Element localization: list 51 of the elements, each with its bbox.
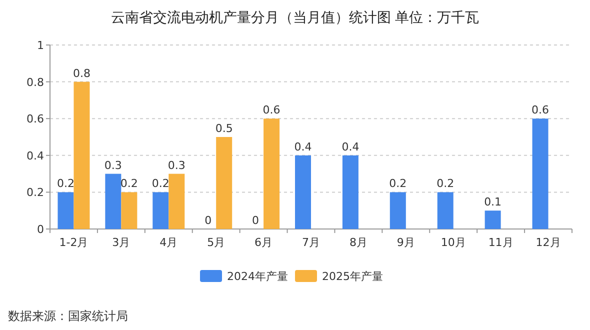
data-label: 0.4 <box>342 140 360 154</box>
chart-title: 云南省交流电动机产量分月（当月值）统计图 单位：万千瓦 <box>110 10 480 26</box>
x-tick-label: 3月 <box>112 236 130 249</box>
bar <box>121 192 138 229</box>
bar <box>168 174 185 229</box>
data-label: 0.2 <box>56 177 74 190</box>
y-tick-label: 0 <box>37 223 44 236</box>
data-label: 0.5 <box>215 122 233 135</box>
y-tick-label: 0.6 <box>26 112 44 126</box>
y-tick-label: 0.2 <box>26 186 44 200</box>
bar <box>105 174 122 229</box>
legend-label: 2025年产量 <box>322 270 383 283</box>
y-tick-label: 1 <box>37 39 44 52</box>
bar <box>532 118 548 229</box>
bar <box>484 210 501 229</box>
data-label: 0.3 <box>168 158 186 172</box>
x-tick-label: 7月 <box>302 236 320 249</box>
x-tick-label: 9月 <box>396 236 415 249</box>
data-label: 0.6 <box>262 104 280 117</box>
data-label: 0.2 <box>152 177 170 190</box>
data-label: 0.2 <box>120 177 138 190</box>
bar <box>74 82 90 229</box>
data-label: 0 <box>204 214 212 227</box>
bar <box>295 155 311 229</box>
y-tick-label: 0.8 <box>26 76 44 89</box>
bar <box>390 192 406 229</box>
x-tick-label: 12月 <box>536 236 561 249</box>
data-label: 0.6 <box>532 104 550 117</box>
x-tick-label: 10月 <box>440 236 466 249</box>
data-label: 0.2 <box>389 177 407 190</box>
legend-label: 2024年产量 <box>227 270 288 283</box>
data-label: 0.1 <box>484 196 502 209</box>
data-label: 0 <box>252 214 260 227</box>
x-tick-label: 1-2月 <box>59 236 88 249</box>
source-note: 数据来源：国家统计局 <box>8 309 128 323</box>
bar <box>152 192 169 229</box>
x-tick-label: 11月 <box>488 236 514 249</box>
bar <box>264 118 280 229</box>
bar <box>58 192 74 229</box>
bar <box>342 155 358 229</box>
x-tick-label: 8月 <box>349 236 368 249</box>
data-label: 0.8 <box>72 66 90 80</box>
data-label: 0.4 <box>294 140 312 154</box>
bar <box>216 137 232 229</box>
x-tick-label: 4月 <box>160 236 178 249</box>
y-tick-label: 0.4 <box>26 149 44 162</box>
data-label: 0.3 <box>104 158 122 172</box>
x-tick-label: 5月 <box>207 236 226 249</box>
data-label: 0.2 <box>436 177 454 190</box>
bar <box>437 192 454 229</box>
x-tick-label: 6月 <box>254 236 273 249</box>
